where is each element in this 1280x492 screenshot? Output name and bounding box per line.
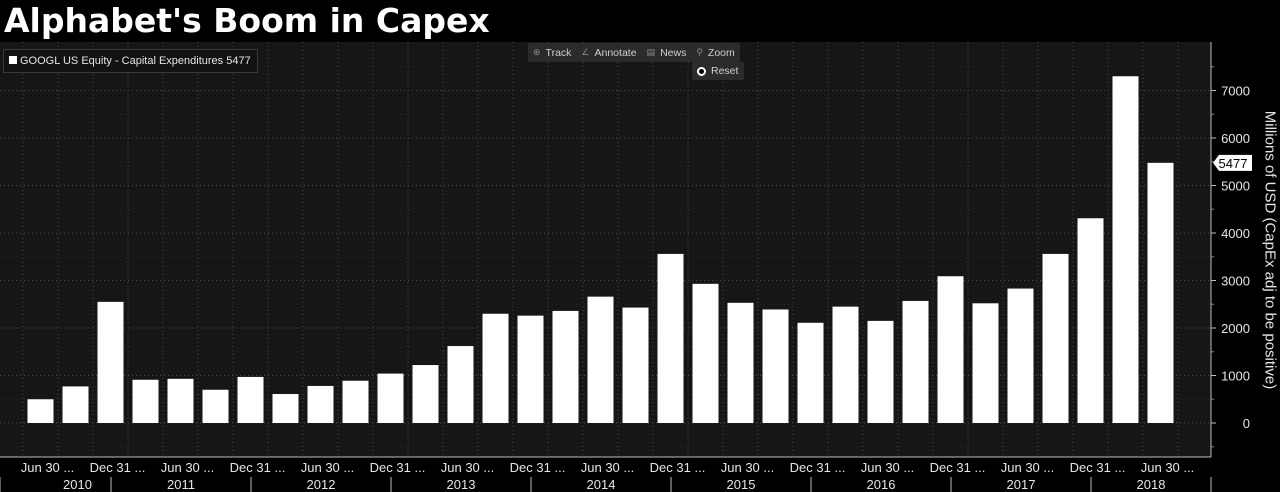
y-tick-label: 6000 — [1221, 131, 1250, 146]
bar — [587, 296, 614, 423]
y-tick-label: 7000 — [1221, 84, 1250, 99]
bar — [342, 380, 369, 423]
bar — [797, 322, 824, 423]
bar — [1042, 253, 1069, 423]
year-label: 2014 — [587, 477, 616, 492]
bar — [377, 373, 404, 423]
chart-area[interactable]: 0 1000 2000 3000 4000 5000 6000 7000 5477 Jun 30 … — [0, 42, 1280, 492]
y-tick-label: 0 — [1243, 416, 1250, 431]
bar — [552, 310, 579, 423]
x-tick-label: Jun 30 ... — [21, 460, 74, 475]
x-tick-label: Jun 30 ... — [581, 460, 634, 475]
news-icon: ▤ — [646, 47, 656, 57]
bar — [517, 315, 544, 423]
year-label: 2015 — [727, 477, 756, 492]
bar — [867, 320, 894, 423]
bar — [692, 283, 719, 423]
x-tick-label: Jun 30 ... — [161, 460, 214, 475]
bar — [1112, 76, 1139, 423]
x-tick-label: Jun 30 ... — [861, 460, 914, 475]
x-tick-label: Jun 30 ... — [301, 460, 354, 475]
bar — [307, 385, 334, 423]
x-tick-label: Jun 30 ... — [441, 460, 494, 475]
bar — [972, 303, 999, 423]
bar — [27, 399, 54, 423]
chart-svg: 0 1000 2000 3000 4000 5000 6000 7000 5477 Jun 30 … — [0, 42, 1252, 492]
year-label: 2016 — [867, 477, 896, 492]
y-axis-label: Millions of USD (CapEx adj to be positiv… — [1261, 110, 1279, 390]
year-label: 2017 — [1007, 477, 1036, 492]
x-tick-label: Dec 31 ... — [930, 460, 986, 475]
news-label: News — [660, 46, 687, 59]
bar — [832, 306, 859, 423]
y-tick-label: 4000 — [1221, 226, 1250, 241]
bar — [1007, 288, 1034, 423]
x-tick-label: Dec 31 ... — [1070, 460, 1126, 475]
bar — [447, 346, 474, 423]
x-tick-label: Dec 31 ... — [90, 460, 146, 475]
reset-icon — [697, 66, 706, 76]
bar — [1077, 218, 1104, 423]
x-tick-label: Dec 31 ... — [650, 460, 706, 475]
last-value-label: 5477 — [1219, 156, 1248, 171]
bar — [202, 389, 229, 423]
bar — [237, 376, 264, 423]
bar — [657, 253, 684, 423]
bar — [97, 301, 124, 423]
y-tick-label: 1000 — [1221, 369, 1250, 384]
bar — [727, 302, 754, 423]
chart-title: Alphabet's Boom in Capex — [4, 1, 490, 40]
news-button[interactable]: ▤ News — [642, 43, 692, 62]
x-tick-label: Dec 31 ... — [790, 460, 846, 475]
zoom-button[interactable]: ⚲ Zoom — [691, 43, 739, 62]
x-tick-label: Dec 31 ... — [510, 460, 566, 475]
y-tick-label: 3000 — [1221, 274, 1250, 289]
crosshair-icon: ⊕ — [533, 47, 541, 57]
bar — [272, 394, 299, 423]
y-tick-label: 5000 — [1221, 179, 1250, 194]
year-label: 2011 — [167, 477, 195, 492]
magnifier-icon: ⚲ — [696, 47, 703, 57]
bar — [762, 309, 789, 423]
track-label: Track — [545, 46, 572, 59]
bar — [937, 276, 964, 423]
legend-label: GOOGL US Equity - Capital Expenditures 5… — [20, 55, 251, 67]
bar — [1147, 162, 1174, 423]
x-tick-label: Jun 30 ... — [721, 460, 774, 475]
year-label: 2010 — [63, 477, 92, 492]
bar — [902, 300, 929, 423]
year-label: 2013 — [447, 477, 476, 492]
x-tick-label: Dec 31 ... — [230, 460, 286, 475]
bar — [412, 365, 439, 423]
year-label: 2018 — [1137, 477, 1166, 492]
y-tick-label: 2000 — [1221, 321, 1250, 336]
zoom-label: Zoom — [707, 46, 735, 59]
bar — [132, 379, 159, 423]
reset-label: Reset — [711, 65, 739, 77]
year-label: 2012 — [307, 477, 336, 492]
bar — [167, 378, 194, 423]
x-tick-label: Jun 30 ... — [1001, 460, 1054, 475]
annotate-label: Annotate — [594, 46, 637, 59]
chart-toolbar: ⊕ Track ∠ Annotate ▤ News ⚲ Zoom — [528, 43, 740, 62]
legend-swatch — [9, 56, 17, 64]
annotate-button[interactable]: ∠ Annotate — [576, 43, 641, 62]
last-value-flag — [1213, 154, 1252, 171]
reset-button[interactable]: Reset — [692, 62, 745, 80]
bar — [62, 386, 89, 423]
legend[interactable]: GOOGL US Equity - Capital Expenditures 5… — [3, 49, 258, 73]
bar — [482, 313, 509, 423]
x-tick-label: Dec 31 ... — [370, 460, 426, 475]
bar — [622, 307, 649, 423]
track-button[interactable]: ⊕ Track — [528, 43, 576, 62]
x-tick-label: Jun 30 ... — [1141, 460, 1194, 475]
pencil-icon: ∠ — [581, 47, 590, 57]
